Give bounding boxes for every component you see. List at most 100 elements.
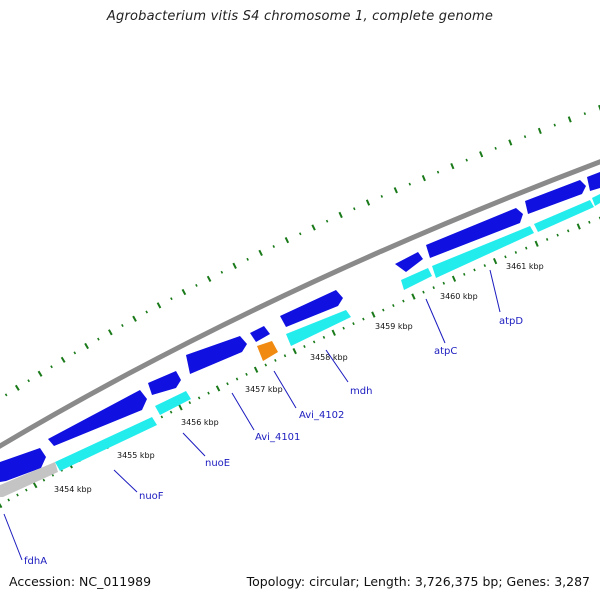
scale-tick [508, 139, 513, 146]
gene-labels: fdhA nuoF nuoE Avi_4101 Avi_4102 mdh atp… [24, 316, 523, 567]
scale-tick [73, 351, 77, 355]
scale-tick [556, 233, 559, 237]
scale-tick [42, 478, 46, 482]
scale-tick [392, 304, 395, 308]
scale-tick [371, 311, 376, 318]
outer-tick-ring [4, 104, 600, 397]
scale-tick [492, 258, 498, 265]
scale-tick [220, 270, 224, 274]
scale-tick [145, 310, 149, 314]
gene-label-nuoE[interactable]: nuoE [205, 458, 230, 469]
kbp-label: 3458 kbp [310, 353, 348, 362]
kbp-label: 3455 kbp [117, 451, 155, 460]
rna-gene[interactable] [257, 341, 278, 361]
inner-tick-ring [0, 216, 600, 509]
chromosome-backbone [0, 159, 600, 449]
gene-arrow[interactable] [250, 326, 270, 342]
gene-arrow[interactable] [286, 310, 351, 346]
scale-tick [442, 281, 446, 285]
scale-tick [311, 224, 316, 231]
scale-tick [60, 356, 66, 363]
gene-arrow[interactable] [534, 200, 594, 232]
gene-label-avi-4101[interactable]: Avi_4101 [255, 432, 300, 443]
scale-tick [50, 365, 53, 369]
scale-tick [0, 502, 3, 509]
scale-tick [402, 299, 405, 303]
gene-arrow[interactable] [0, 448, 46, 482]
gene-arrow[interactable] [280, 290, 343, 327]
scale-tick [411, 293, 416, 300]
gene-arrow[interactable] [148, 371, 181, 395]
kbp-scale-labels: 3454 kbp 3455 kbp 3456 kbp 3457 kbp 3458… [54, 262, 544, 494]
scale-tick [352, 322, 355, 326]
map-title: Agrobacterium vitis S4 chromosome 1, com… [106, 9, 494, 24]
kbp-label: 3461 kbp [506, 262, 544, 271]
scale-tick [245, 372, 248, 376]
scale-tick [272, 245, 276, 248]
scale-tick [258, 249, 263, 257]
gene-arrow[interactable] [186, 336, 247, 374]
scale-tick [331, 329, 336, 336]
gene-arrow[interactable] [155, 391, 191, 415]
kbp-label: 3456 kbp [181, 418, 219, 427]
scale-tick [342, 326, 345, 330]
scale-tick [97, 337, 100, 341]
gene-arrow[interactable] [592, 194, 600, 206]
scale-tick [545, 238, 549, 241]
kbp-label: 3457 kbp [245, 385, 283, 394]
gene-label-fdhA[interactable]: fdhA [24, 556, 47, 567]
scale-tick [451, 275, 457, 282]
scale-tick [494, 146, 497, 150]
scale-tick [32, 482, 38, 489]
scale-tick [246, 257, 249, 261]
kbp-label: 3454 kbp [54, 485, 92, 494]
scale-tick [483, 264, 487, 268]
scale-tick [382, 308, 385, 312]
scale-tick [566, 229, 570, 233]
gene-label-leaders [3, 269, 501, 561]
scale-tick [432, 286, 435, 290]
gene-arrow[interactable] [426, 208, 523, 258]
other-gene[interactable] [0, 462, 58, 497]
scale-tick [525, 246, 528, 250]
scale-tick [16, 493, 19, 497]
gene-arrow[interactable] [401, 268, 432, 290]
scale-tick [576, 223, 581, 230]
scale-tick [197, 396, 201, 400]
scale-tick [27, 379, 30, 383]
scale-tick [353, 207, 356, 211]
gene-arrow[interactable] [587, 172, 600, 191]
gene-label-atpC[interactable]: atpC [434, 346, 457, 357]
gene-arrow[interactable] [395, 252, 423, 272]
scale-tick [450, 163, 455, 170]
gene-label-avi-4102[interactable]: Avi_4102 [299, 410, 344, 421]
gene-label-atpD[interactable]: atpD [499, 316, 523, 327]
scale-tick [169, 410, 173, 414]
gene-arrow[interactable] [48, 390, 147, 446]
scale-tick [479, 151, 484, 158]
gene-arrow[interactable] [525, 180, 586, 214]
scale-tick [108, 329, 113, 336]
genome-summary-text: Topology: circular; Length: 3,726,375 bp… [246, 574, 590, 589]
gene-label-mdh[interactable]: mdh [350, 386, 372, 397]
gene-arrow[interactable] [432, 226, 534, 278]
scale-tick [274, 358, 277, 362]
scale-tick [534, 240, 539, 247]
scale-tick [7, 498, 11, 502]
gene-arrow[interactable] [55, 417, 157, 471]
scale-tick [235, 377, 239, 381]
scale-tick [553, 123, 556, 127]
scale-tick [421, 175, 426, 182]
scale-tick [121, 324, 124, 327]
forward-strand-genes [0, 172, 600, 482]
scale-tick [322, 335, 326, 339]
kbp-label: 3460 kbp [440, 292, 478, 301]
scale-tick [14, 384, 20, 391]
scale-tick [132, 315, 137, 322]
kbp-label: 3459 kbp [375, 322, 413, 331]
reverse-strand-genes [0, 194, 600, 497]
gene-label-nuoF[interactable]: nuoF [139, 491, 164, 502]
scale-tick [25, 488, 28, 492]
scale-tick [338, 211, 343, 219]
